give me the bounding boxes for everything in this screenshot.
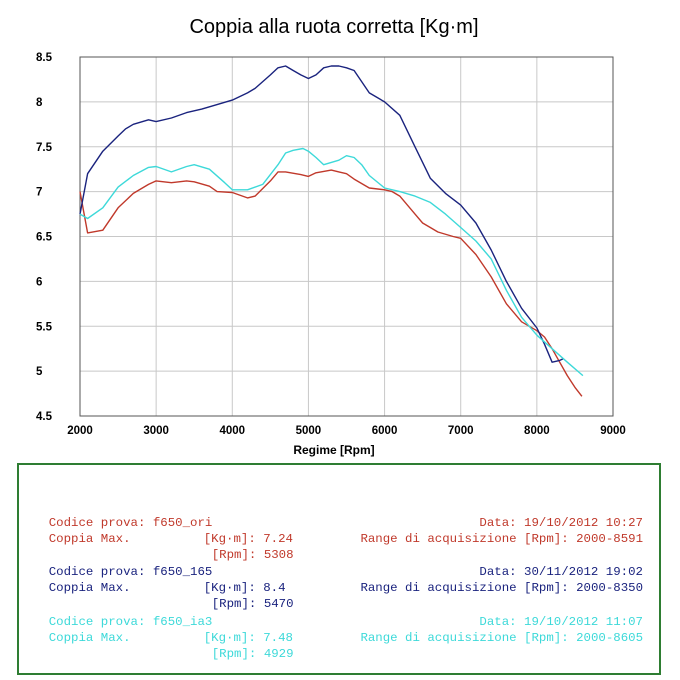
y-tick-label: 6.5	[36, 232, 53, 244]
info-codice-row: Codice prova: f650_165	[19, 548, 213, 596]
codice-value: f650_ia3	[152, 615, 213, 629]
codice-value: f650_165	[152, 565, 213, 579]
rpm-value: 5308	[263, 548, 294, 562]
info-range-row: Range di acquisizione [Rpm]: 2000-8350	[331, 564, 643, 612]
y-tick-label: 4.5	[36, 411, 53, 423]
info-data-row: Data: 19/10/2012 10:27	[450, 499, 643, 547]
y-tick-label: 7.5	[36, 142, 53, 154]
coppia-label: Coppia Max.	[48, 631, 131, 645]
kgm-value: 7.48	[263, 631, 293, 645]
info-rpm-row: [Rpm]: 5308	[182, 531, 294, 579]
info-codice-row: Codice prova: f650_ori	[19, 499, 213, 547]
x-tick-label: 5000	[296, 425, 322, 437]
codice-label: Codice prova:	[48, 516, 146, 530]
coppia-label: Coppia Max.	[48, 532, 131, 546]
kgm-label: [Kg·m]:	[203, 581, 256, 595]
test-info-panel: Codice prova: f650_ori Data: 19/10/2012 …	[17, 463, 661, 675]
rpm-value: 4929	[263, 647, 294, 661]
info-kgm-row: [Kg·m]: 7.24	[174, 515, 293, 563]
codice-value: f650_ori	[152, 516, 213, 530]
kgm-label: [Kg·m]:	[203, 532, 256, 546]
range-value: 2000-8605	[576, 631, 643, 645]
plot-frame	[79, 56, 614, 417]
codice-label: Codice prova:	[48, 565, 146, 579]
x-axis-label: Regime [Rpm]	[293, 443, 374, 457]
y-tick-label: 6	[36, 276, 42, 288]
plot-area	[79, 56, 614, 417]
rpm-label: [Rpm]:	[211, 548, 257, 562]
chart-title: Coppia alla ruota corretta [Kg·m]	[189, 16, 478, 38]
range-label: Range di acquisizione [Rpm]:	[360, 581, 569, 595]
range-value: 2000-8350	[576, 581, 643, 595]
info-range-row: Range di acquisizione [Rpm]: 2000-8591	[331, 515, 643, 563]
y-tick-label: 5	[36, 366, 43, 378]
x-tick-label: 7000	[448, 425, 474, 437]
codice-label: Codice prova:	[48, 615, 146, 629]
data-label: Data:	[479, 615, 517, 629]
range-label: Range di acquisizione [Rpm]:	[360, 532, 569, 546]
info-coppia-row: Coppia Max.	[19, 515, 131, 563]
series-line-f650_ia3	[79, 147, 584, 377]
x-axis-ticks: 2000 3000 4000 5000 6000 7000 8000 9000	[67, 425, 626, 437]
y-axis-ticks: 4.5 5 5.5 6 6.5 7 7.5 8 8.5	[36, 52, 53, 423]
x-tick-label: 2000	[67, 425, 93, 437]
data-value: 19/10/2012 11:07	[524, 615, 643, 629]
data-label: Data:	[479, 565, 517, 579]
y-tick-label: 7	[36, 187, 42, 199]
data-value: 30/11/2012 19:02	[524, 565, 643, 579]
rpm-label: [Rpm]:	[211, 597, 257, 611]
y-tick-label: 5.5	[36, 321, 53, 333]
x-tick-label: 6000	[372, 425, 398, 437]
info-rpm-row: [Rpm]: 4929	[182, 630, 294, 678]
grid-lines	[79, 56, 614, 417]
x-tick-label: 8000	[524, 425, 550, 437]
series-line-f650_165	[79, 65, 564, 363]
kgm-label: [Kg·m]:	[203, 631, 256, 645]
y-tick-label: 8.5	[36, 52, 53, 64]
data-value: 19/10/2012 10:27	[524, 516, 643, 530]
series-line-f650_ori	[79, 169, 583, 397]
x-tick-label: 9000	[600, 425, 626, 437]
torque-chart: Coppia alla ruota corretta [Kg·m] 4.5 5 5.…	[36, 16, 626, 457]
info-coppia-row: Coppia Max.	[19, 614, 131, 662]
info-coppia-row: Coppia Max.	[19, 564, 131, 612]
info-data-row: Data: 19/10/2012 11:07	[450, 598, 643, 646]
data-label: Data:	[479, 516, 517, 530]
coppia-label: Coppia Max.	[48, 581, 131, 595]
x-tick-label: 4000	[219, 425, 245, 437]
rpm-value: 5470	[263, 597, 294, 611]
range-value: 2000-8591	[576, 532, 643, 546]
series-lines	[79, 65, 584, 397]
info-range-row: Range di acquisizione [Rpm]: 2000-8605	[331, 614, 643, 662]
y-tick-label: 8	[36, 97, 43, 109]
info-kgm-row: [Kg·m]: 8.4	[174, 564, 286, 612]
x-tick-label: 3000	[143, 425, 169, 437]
info-codice-row: Codice prova: f650_ia3	[19, 598, 213, 646]
rpm-label: [Rpm]:	[211, 647, 257, 661]
info-data-row: Data: 30/11/2012 19:02	[450, 548, 643, 596]
info-kgm-row: [Kg·m]: 7.48	[174, 614, 293, 662]
info-rpm-row: [Rpm]: 5470	[182, 580, 294, 628]
kgm-value: 8.4	[263, 581, 286, 595]
range-label: Range di acquisizione [Rpm]:	[360, 631, 569, 645]
kgm-value: 7.24	[263, 532, 293, 546]
